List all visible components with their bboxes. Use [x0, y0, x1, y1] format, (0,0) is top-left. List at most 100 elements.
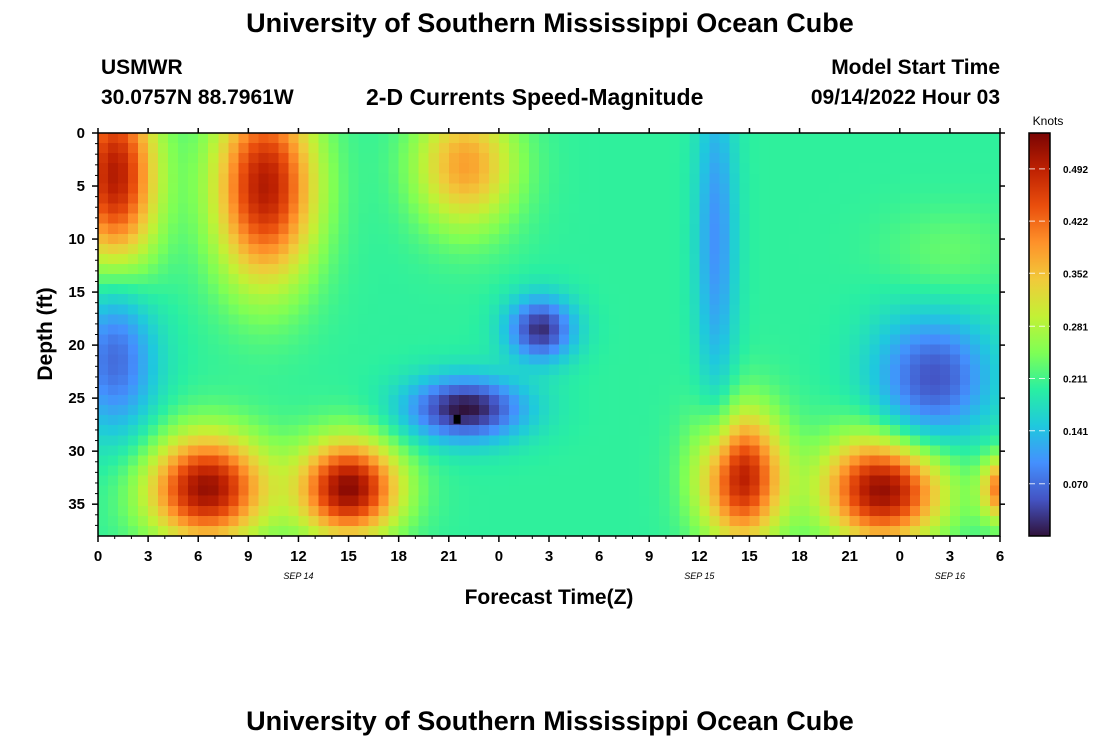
heatmap-cell — [408, 455, 420, 467]
heatmap-cell — [669, 173, 680, 184]
heatmap-cell — [879, 495, 891, 507]
heatmap-cell — [518, 143, 530, 154]
heatmap-cell — [218, 143, 229, 154]
heatmap-cell — [248, 475, 259, 487]
heatmap-cell — [929, 394, 941, 406]
heatmap-cell — [789, 495, 801, 507]
heatmap-cell — [198, 515, 209, 527]
heatmap-cell — [328, 485, 340, 497]
heatmap-cell — [809, 505, 821, 517]
heatmap-cell — [679, 525, 690, 537]
heatmap-cell — [138, 465, 149, 477]
heatmap-cell — [759, 203, 771, 215]
heatmap-cell — [749, 374, 761, 386]
heatmap-cell — [398, 253, 410, 265]
heatmap-cell — [108, 314, 119, 326]
heatmap-cell — [969, 263, 981, 275]
heatmap-cell — [919, 274, 931, 285]
heatmap-cell — [579, 133, 590, 144]
heatmap-cell — [649, 344, 660, 356]
heatmap-cell — [829, 344, 841, 356]
heatmap-cell — [198, 425, 209, 436]
heatmap-cell — [669, 143, 680, 154]
heatmap-cell — [579, 223, 590, 235]
heatmap-cell — [268, 213, 279, 225]
heatmap-cell — [859, 485, 871, 497]
heatmap-cell — [228, 294, 239, 305]
heatmap-cell — [328, 263, 340, 275]
heatmap-cell — [879, 354, 891, 366]
heatmap-cell — [238, 334, 249, 346]
heatmap-cell — [639, 294, 650, 305]
heatmap-cell — [478, 364, 490, 376]
heatmap-cell — [849, 505, 861, 517]
heatmap-cell — [518, 314, 530, 326]
heatmap-cell — [498, 163, 510, 174]
heatmap-cell — [719, 405, 730, 416]
heatmap-cell — [889, 213, 901, 225]
heatmap-cell — [889, 314, 901, 326]
heatmap-cell — [108, 415, 119, 426]
heatmap-cell — [849, 223, 861, 235]
heatmap-cell — [599, 465, 610, 477]
heatmap-cell — [508, 274, 520, 285]
heatmap-cell — [118, 515, 129, 527]
heatmap-cell — [929, 465, 941, 477]
heatmap-cell — [268, 364, 279, 376]
heatmap-cell — [919, 465, 931, 477]
heatmap-cell — [168, 274, 179, 285]
heatmap-cell — [538, 173, 550, 184]
heatmap-cell — [559, 153, 570, 164]
heatmap-cell — [779, 425, 791, 436]
heatmap-cell — [498, 284, 510, 295]
heatmap-cell — [869, 344, 881, 356]
heatmap-cell — [178, 233, 189, 245]
heatmap-cell — [128, 515, 139, 527]
heatmap-cell — [669, 314, 680, 326]
heatmap-cell — [108, 455, 119, 467]
heatmap-cell — [869, 233, 881, 245]
heatmap-cell — [488, 294, 500, 305]
heatmap-cell — [328, 354, 340, 366]
heatmap-cell — [859, 203, 871, 215]
heatmap-cell — [398, 475, 410, 487]
heatmap-cell — [759, 193, 771, 205]
heatmap-cell — [699, 193, 710, 205]
heatmap-cell — [208, 193, 219, 205]
heatmap-cell — [829, 173, 841, 184]
heatmap-cell — [919, 445, 931, 456]
heatmap-cell — [739, 324, 751, 336]
heatmap-cell — [188, 173, 199, 184]
heatmap-cell — [288, 233, 300, 245]
heatmap-cell — [228, 415, 239, 426]
heatmap-cell — [528, 253, 540, 265]
heatmap-cell — [769, 304, 781, 315]
heatmap-cell — [839, 445, 851, 456]
heatmap-cell — [649, 415, 660, 426]
heatmap-cell — [589, 183, 600, 195]
heatmap-cell — [619, 415, 630, 426]
heatmap-cell — [508, 173, 520, 184]
heatmap-cell — [108, 263, 119, 275]
heatmap-cell — [168, 344, 179, 356]
heatmap-cell — [859, 515, 871, 527]
heatmap-cell — [468, 233, 480, 245]
heatmap-cell — [959, 344, 971, 356]
heatmap-cell — [839, 485, 851, 497]
heatmap-cell — [358, 314, 370, 326]
heatmap-cell — [569, 505, 580, 517]
heatmap-cell — [859, 435, 871, 446]
heatmap-cell — [318, 163, 330, 174]
heatmap-cell — [208, 294, 219, 305]
heatmap-cell — [378, 445, 390, 456]
heatmap-cell — [468, 384, 480, 396]
heatmap-cell — [318, 233, 330, 245]
heatmap-cell — [158, 314, 169, 326]
heatmap-cell — [308, 173, 320, 184]
heatmap-cell — [248, 485, 259, 497]
heatmap-cell — [699, 294, 710, 305]
heatmap-cell — [298, 405, 310, 416]
heatmap-cell — [398, 183, 410, 195]
heatmap-cell — [408, 143, 420, 154]
